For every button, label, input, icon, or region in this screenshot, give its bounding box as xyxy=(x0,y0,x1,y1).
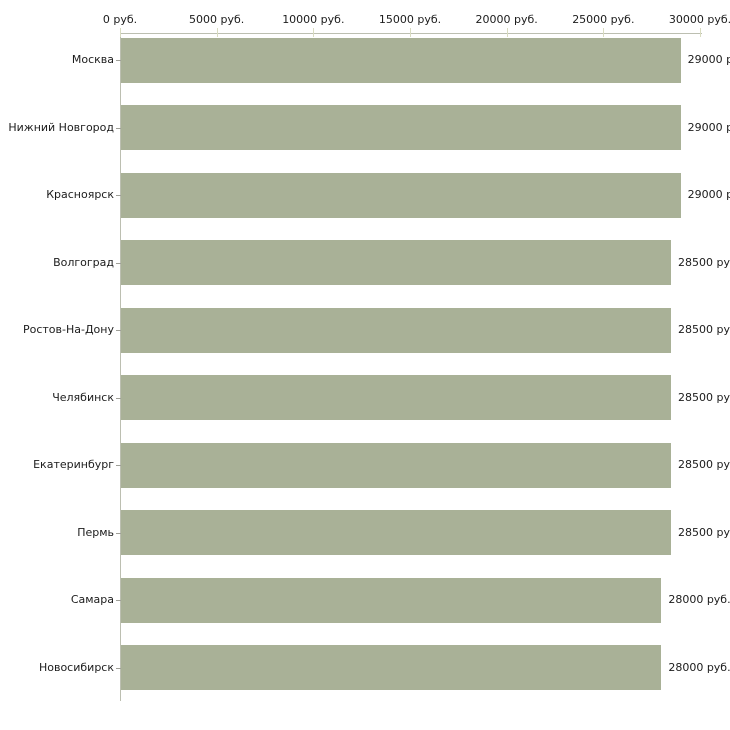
x-axis-tick-label: 10000 руб. xyxy=(282,13,345,26)
x-axis-tick xyxy=(506,28,508,37)
value-label: 28500 руб. xyxy=(678,458,730,471)
value-label: 29000 руб. xyxy=(687,120,730,134)
category-tick xyxy=(116,600,121,601)
category-tick xyxy=(116,127,121,129)
bar xyxy=(121,442,671,488)
x-axis-tick xyxy=(603,28,605,37)
category-tick xyxy=(116,330,121,331)
value-label: 29000 руб. xyxy=(687,53,730,66)
category-tick xyxy=(116,667,121,669)
bar xyxy=(121,645,662,690)
value-label: 28500 руб. xyxy=(678,390,730,404)
value-label: 29000 руб. xyxy=(687,188,730,201)
bar xyxy=(121,172,681,218)
value-label: 28500 руб. xyxy=(678,525,730,539)
bar xyxy=(121,510,671,555)
x-axis-tick xyxy=(410,28,411,37)
category-label: Москва xyxy=(71,53,114,66)
x-axis-line xyxy=(120,33,702,34)
x-axis-tick-label: 5000 руб. xyxy=(189,13,245,26)
category-label: Пермь xyxy=(77,525,114,539)
bar xyxy=(121,37,681,83)
x-axis-tick-label: 15000 руб. xyxy=(378,13,442,26)
x-axis-tick-label: 25000 руб. xyxy=(572,13,635,26)
bar xyxy=(121,375,671,420)
bar xyxy=(121,307,671,353)
category-tick xyxy=(116,60,121,61)
x-axis-tick-label: 20000 руб. xyxy=(475,13,538,26)
y-axis-line xyxy=(120,33,121,701)
category-label: Екатеринбург xyxy=(33,458,114,471)
category-label: Ростов-На-Дону xyxy=(22,323,114,336)
category-label: Новосибирск xyxy=(38,660,114,674)
bar xyxy=(121,577,662,623)
x-axis-tick-label: 0 руб. xyxy=(102,13,138,26)
value-label: 28500 руб. xyxy=(678,323,730,336)
bar xyxy=(121,105,681,150)
category-label: Челябинск xyxy=(52,390,114,404)
value-label: 28000 руб. xyxy=(668,593,730,606)
bar xyxy=(121,240,671,285)
category-label: Самара xyxy=(70,593,114,606)
category-label: Нижний Новгород xyxy=(8,120,114,134)
category-label: Красноярск xyxy=(46,188,114,201)
category-tick xyxy=(116,195,121,196)
category-tick xyxy=(116,465,121,466)
x-axis-tick xyxy=(700,28,701,37)
category-tick xyxy=(116,532,121,534)
x-axis-tick xyxy=(120,28,121,37)
x-axis-tick xyxy=(313,28,315,37)
value-label: 28500 руб. xyxy=(678,255,730,269)
category-tick xyxy=(116,262,121,264)
category-label: Волгоград xyxy=(53,255,114,269)
category-tick xyxy=(116,397,121,399)
value-label: 28000 руб. xyxy=(668,660,730,674)
x-axis-tick xyxy=(216,28,218,37)
x-axis-tick-label: 30000 руб. xyxy=(668,13,730,26)
